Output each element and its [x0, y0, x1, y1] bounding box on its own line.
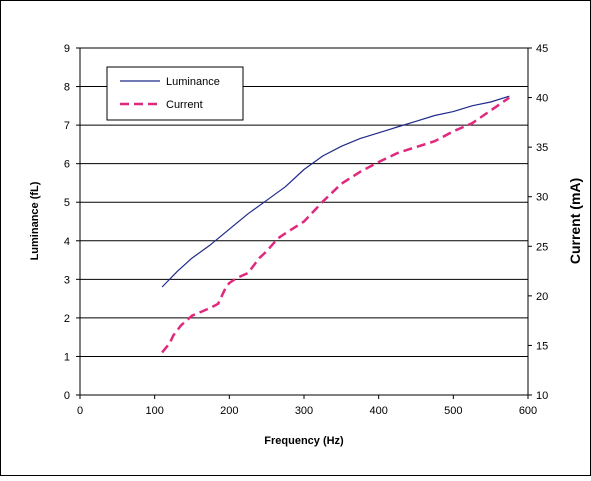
y-axis-title-left: Luminance (fL) [29, 181, 41, 260]
y-axis-title-right: Current (mA) [567, 178, 583, 264]
x-tick-label: 400 [369, 405, 387, 417]
legend: Luminance Current [106, 66, 244, 121]
series-layer [161, 95, 511, 354]
y2-tick-label: 25 [536, 241, 548, 253]
series-line-luminance [161, 95, 510, 288]
y-tick-label: 5 [64, 197, 70, 209]
right-axis-ticks: 10 15 20 25 30 35 40 45 [528, 43, 548, 402]
legend-box [106, 66, 244, 121]
left-axis-ticks: 0 1 2 3 4 5 6 7 8 9 [64, 43, 80, 402]
y2-tick-label: 45 [536, 43, 548, 55]
y2-tick-label: 35 [536, 142, 548, 154]
y2-tick-label: 15 [536, 340, 548, 352]
x-tick-label: 0 [77, 405, 83, 417]
y-tick-label: 6 [64, 159, 70, 171]
y2-tick-label: 40 [536, 93, 548, 105]
x-tick-label: 200 [220, 405, 238, 417]
y-tick-label: 2 [64, 313, 70, 325]
y2-tick-label: 10 [536, 390, 548, 402]
x-tick-label: 100 [145, 405, 163, 417]
legend-label-luminance: Luminance [166, 76, 220, 88]
x-tick-label: 500 [444, 405, 462, 417]
x-tick-label: 600 [519, 405, 537, 417]
y-tick-label: 7 [64, 120, 70, 132]
y2-tick-label: 20 [536, 291, 548, 303]
series-line-current [161, 96, 511, 354]
y-tick-label: 3 [64, 274, 70, 286]
y2-tick-label: 30 [536, 192, 548, 204]
y-tick-label: 1 [64, 351, 70, 363]
y-tick-label: 0 [64, 390, 70, 402]
y-tick-label: 9 [64, 43, 70, 55]
y-tick-label: 4 [64, 236, 70, 248]
x-tick-label: 300 [295, 405, 313, 417]
gridlines [80, 86, 528, 357]
y-tick-label: 8 [64, 82, 70, 94]
legend-label-current: Current [166, 99, 203, 111]
x-axis-ticks: 0 100 200 300 400 500 600 [77, 395, 537, 417]
x-axis-title: Frequency (Hz) [264, 435, 344, 447]
